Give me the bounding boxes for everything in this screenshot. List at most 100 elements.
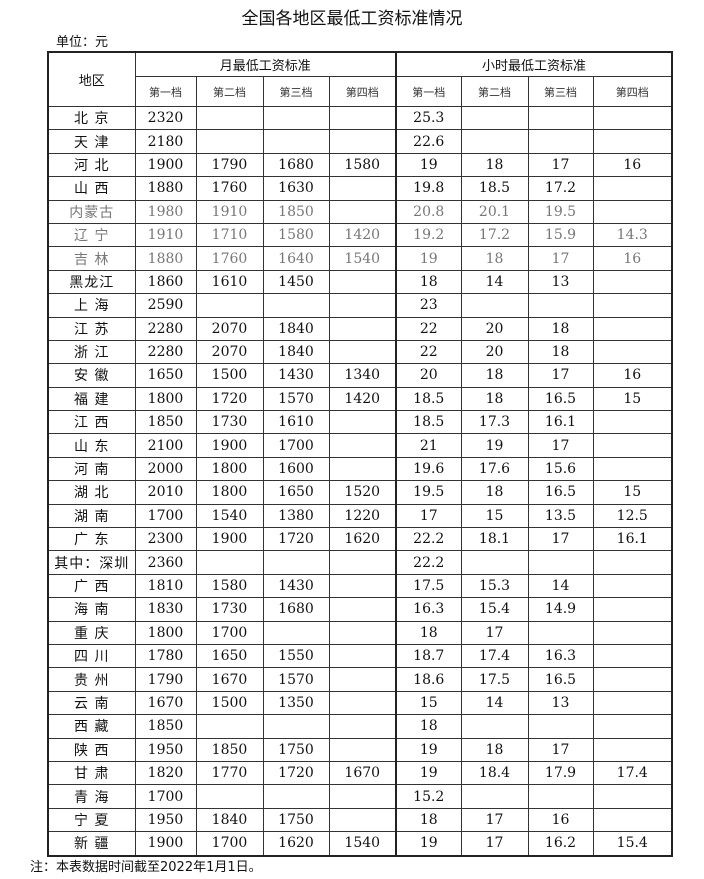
monthly-tier-2-cell: 1910 [195,199,264,224]
hourly-tier-4-cell [592,269,673,295]
monthly-tier-4-cell: 1670 [328,760,397,786]
region-cell: 福 建 [47,386,136,412]
hourly-tier-1-cell: 19.8 [395,176,462,201]
monthly-tier-1-cell: 2010 [134,480,197,505]
hourly-tier-1-cell: 15.2 [395,784,462,809]
table-row: 四 川 1780 1650 1550 18.7 17.4 16.3 [47,643,673,669]
hourly-tier-4-cell [592,667,673,692]
hourly-tier-2-cell [460,105,529,131]
monthly-tier-1-cell: 1900 [134,831,197,856]
monthly-tier-3-cell: 1750 [262,807,330,833]
monthly-tier-3-cell [262,293,330,318]
hourly-tier-1-cell: 17.5 [395,573,462,599]
hourly-tier-1-cell: 18.7 [395,643,462,669]
monthly-tier-4-cell: 1220 [328,503,397,529]
hourly-tier-4-cell [592,176,673,201]
hourly-tier-2-cell: 17.3 [460,410,529,435]
table-row: 新 疆 1900 1700 1620 1540 19 17 16.2 15.4 [47,831,673,856]
monthly-tier-2-cell: 1700 [195,620,264,645]
monthly-tier-4-cell [328,737,397,762]
table-row: 河 南 2000 1800 1600 19.6 17.6 15.6 [47,456,673,482]
region-cell: 上 海 [47,293,136,318]
monthly-tier-1-cell: 1860 [134,269,197,295]
hourly-tier-3-cell: 13 [527,269,594,295]
monthly-tier-2-cell: 2070 [195,316,264,341]
monthly-tier-4-cell [328,269,397,295]
hourly-tier-2-cell: 18.5 [460,176,529,201]
hourly-tier-4-cell: 15.4 [592,831,673,856]
region-cell: 广 西 [47,573,136,599]
table-row: 山 西 1880 1760 1630 19.8 18.5 17.2 [47,176,673,201]
hourly-tier-3-cell [527,293,594,318]
hourly-tier-2-cell: 18 [460,737,529,762]
monthly-tier-4-cell [328,199,397,224]
monthly-tier-4-cell: 1420 [328,222,397,248]
hourly-tier-4-cell: 16.1 [592,527,673,552]
region-cell: 湖 北 [47,480,136,505]
hourly-tier-2-cell: 15 [460,503,529,529]
monthly-tier-2-cell [195,129,264,154]
hourly-tier-1-cell: 22 [395,316,462,341]
monthly-tier-1-cell: 2320 [134,105,197,131]
hourly-tier-3-cell: 17 [527,152,594,178]
monthly-tier-1-cell: 2300 [134,527,197,552]
monthly-tier-1-cell: 2280 [134,339,197,365]
hourly-tier-2-cell: 19 [460,433,529,458]
header-monthly-tier-3: 第三档 [262,76,330,107]
monthly-tier-3-cell: 1570 [262,386,330,412]
monthly-tier-2-cell: 1710 [195,222,264,248]
monthly-tier-2-cell: 1850 [195,737,264,762]
header-monthly-tier-2: 第二档 [195,76,264,107]
region-cell: 河 北 [47,152,136,178]
monthly-tier-4-cell [328,597,397,622]
hourly-tier-1-cell: 19 [395,737,462,762]
table-row: 湖 北 2010 1800 1650 1520 19.5 18 16.5 15 [47,480,673,505]
hourly-tier-2-cell: 15.3 [460,573,529,599]
hourly-tier-3-cell: 17.2 [527,176,594,201]
hourly-tier-1-cell: 18.5 [395,386,462,412]
hourly-tier-1-cell: 19 [395,246,462,271]
monthly-tier-2-cell: 1500 [195,363,264,388]
table-row: 海 南 1830 1730 1680 16.3 15.4 14.9 [47,597,673,622]
region-cell: 吉 林 [47,246,136,271]
region-cell: 浙 江 [47,339,136,365]
hourly-tier-1-cell: 21 [395,433,462,458]
hourly-tier-4-cell [592,433,673,458]
region-cell: 宁 夏 [47,807,136,833]
hourly-tier-4-cell [592,410,673,435]
hourly-tier-3-cell: 19.5 [527,199,594,224]
hourly-tier-4-cell [592,620,673,645]
monthly-tier-3-cell: 1570 [262,667,330,692]
table-row: 天 津 2180 22.6 [47,129,673,154]
hourly-tier-4-cell [592,597,673,622]
hourly-tier-1-cell: 18.5 [395,410,462,435]
monthly-tier-2-cell: 1900 [195,433,264,458]
hourly-tier-2-cell: 14 [460,690,529,716]
monthly-tier-1-cell: 1880 [134,246,197,271]
monthly-tier-3-cell: 1680 [262,597,330,622]
hourly-tier-4-cell: 16 [592,246,673,271]
monthly-tier-1-cell: 1900 [134,152,197,178]
monthly-tier-2-cell: 1800 [195,480,264,505]
hourly-tier-1-cell: 23 [395,293,462,318]
region-cell: 西 藏 [47,714,136,739]
monthly-tier-3-cell: 1720 [262,760,330,786]
hourly-tier-2-cell [460,550,529,575]
hourly-tier-4-cell [592,105,673,131]
monthly-tier-1-cell: 1790 [134,667,197,692]
hourly-tier-2-cell: 17 [460,620,529,645]
hourly-tier-1-cell: 15 [395,690,462,716]
monthly-tier-3-cell: 1850 [262,199,330,224]
monthly-tier-4-cell [328,129,397,154]
region-cell: 云 南 [47,690,136,716]
table-row: 吉 林 1880 1760 1640 1540 19 18 17 16 [47,246,673,271]
monthly-tier-3-cell: 1680 [262,152,330,178]
monthly-tier-1-cell: 1810 [134,573,197,599]
monthly-tier-3-cell: 1650 [262,480,330,505]
hourly-tier-3-cell: 16.2 [527,831,594,856]
monthly-tier-3-cell: 1750 [262,737,330,762]
monthly-tier-4-cell [328,433,397,458]
monthly-tier-4-cell: 1540 [328,246,397,271]
hourly-tier-3-cell: 16.5 [527,386,594,412]
hourly-tier-4-cell: 17.4 [592,760,673,786]
